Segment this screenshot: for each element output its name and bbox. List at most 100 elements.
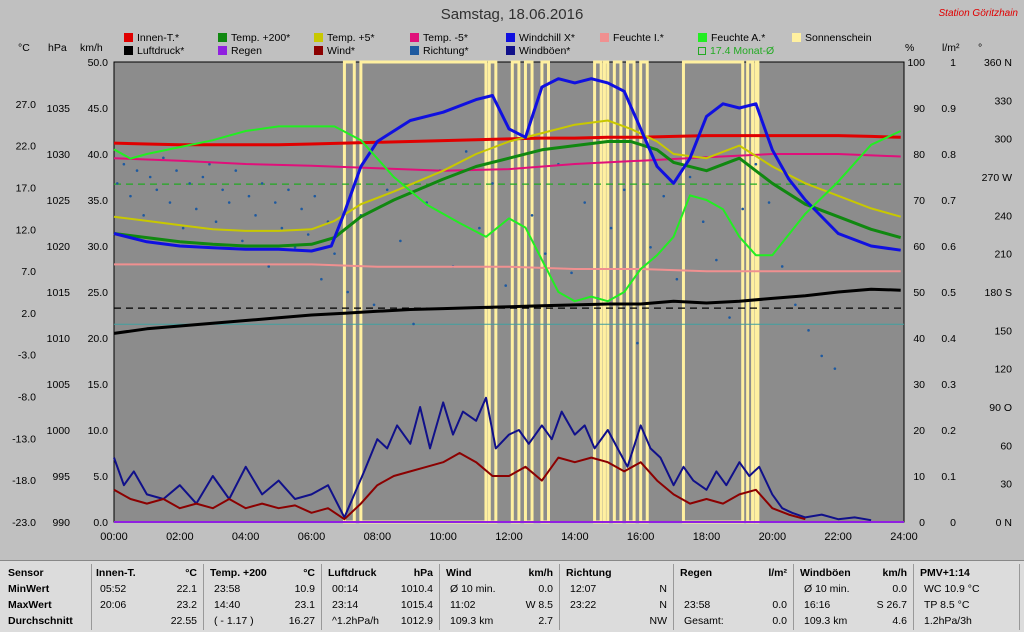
direction-point-40 — [412, 322, 415, 326]
legend: Innen-T.* Luftdruck* Temp. +200* Regen Temp.… — [0, 0, 1024, 60]
unit-rain: l/m² — [942, 42, 960, 54]
summary-cell: W 8.5 — [525, 599, 553, 611]
legend-item-4: Regen — [218, 45, 262, 57]
summary-cell: NW — [649, 615, 668, 627]
rain-tick-label: 0.9 — [941, 103, 956, 115]
temp-tick-label: 17.0 — [16, 182, 37, 194]
summary-cell: 109.3 km — [450, 615, 494, 627]
temp-tick-label: 2.0 — [21, 308, 36, 320]
legend-label: Feuchte I.* — [613, 32, 664, 44]
legend-item-13: Feuchte A.* — [698, 32, 765, 44]
x-tick-label: 16:00 — [627, 531, 655, 543]
summary-cell: 23:58 — [214, 583, 241, 595]
temp-tick-label: 12.0 — [16, 224, 37, 236]
direction-point-4 — [135, 169, 139, 172]
unit-direction: ° — [978, 42, 983, 54]
direction-point-63 — [715, 258, 718, 262]
legend-item-7: Temp. -5* — [410, 32, 468, 44]
direction-point-38 — [385, 188, 389, 192]
legend-label: Temp. +200* — [231, 32, 291, 44]
legend-swatch — [218, 46, 227, 55]
summary-cell: 23:58 — [684, 599, 711, 611]
rain-tick-label: 0.2 — [941, 425, 956, 437]
summary-cell: TP 8.5 °C — [924, 599, 970, 611]
direction-point-60 — [675, 277, 679, 281]
legend-swatch — [698, 33, 707, 42]
summary-cell: 23.2 — [176, 599, 197, 611]
summary-cell: 22.1 — [176, 583, 197, 595]
summary-cell: 0.0 — [892, 583, 907, 595]
summary-cell: l/m² — [768, 567, 787, 579]
x-tick-label: 10:00 — [429, 531, 457, 543]
plot-area — [113, 61, 905, 523]
pressure-tick-label: 1030 — [47, 149, 71, 161]
legend-item-3: Temp. +200* — [218, 32, 290, 44]
humidity-tick-label: 80 — [913, 149, 925, 161]
series-line-10 — [113, 452, 806, 521]
summary-cell: 20:06 — [100, 599, 127, 611]
summary-cell: Luftdruck — [328, 567, 377, 579]
summary-section-temp200: Temp. +200 °C 23:58 10.9 14:40 23.1 ( - 1.17 )… — [206, 564, 322, 630]
direction-point-32 — [320, 277, 323, 281]
direction-tick-label: 120 — [994, 364, 1012, 376]
rain-tick-label: 0.3 — [941, 379, 956, 391]
weather-chart: 00:00 02:00 04:00 06:00 08:00 10:00 12:00 14:00… — [12, 57, 1012, 543]
wind-tick-label: 10.0 — [88, 425, 109, 437]
summary-cell: Ø 10 min. — [450, 583, 496, 595]
direction-point-69 — [794, 303, 797, 307]
x-tick-label: 14:00 — [561, 531, 589, 543]
wind-tick-label: 40.0 — [88, 149, 109, 161]
summary-cell: ( - 1.17 ) — [214, 615, 254, 627]
summary-section-sensor: Sensor MinWert MaxWert Durchschnitt — [6, 564, 92, 630]
summary-cell: hPa — [413, 567, 433, 579]
legend-swatch — [124, 46, 133, 55]
summary-cell: 1.2hPa/3h — [924, 615, 972, 627]
direction-point-37 — [372, 303, 376, 307]
legend-item-14: Sonnenschein — [792, 32, 872, 44]
legend-swatch — [506, 46, 515, 55]
direction-point-9 — [168, 201, 172, 204]
direction-point-23 — [260, 182, 264, 185]
legend-label: Feuchte A.* — [711, 32, 766, 44]
summary-cell: N — [659, 599, 667, 611]
summary-section-boeen: Windböen km/h Ø 10 min. 0.0 16:16 S 26.7 109.3… — [796, 564, 914, 630]
legend-item-8: Richtung* — [410, 45, 469, 57]
temp-tick-label: -3.0 — [18, 350, 36, 362]
direction-point-67 — [767, 201, 771, 204]
summary-cell: Wind — [446, 567, 472, 579]
legend-label: Luftdruck* — [137, 45, 185, 57]
temp-tick-label: -8.0 — [18, 392, 36, 404]
direction-point-27 — [287, 188, 290, 192]
summary-cell: 1012.9 — [400, 615, 433, 627]
summary-cell: PMV+1:14 — [920, 567, 970, 579]
direction-point-71 — [820, 354, 824, 358]
summary-panel: Sensor MinWert MaxWert Durchschnitt Innen-T.… — [0, 560, 1024, 632]
pressure-tick-label: 1005 — [47, 379, 71, 391]
direction-point-11 — [181, 226, 185, 230]
direction-point-59 — [662, 194, 666, 198]
summary-cell: 0.0 — [772, 615, 787, 627]
legend-item-5: Temp. +5* — [314, 32, 375, 44]
legend-item-11: Feuchte I.* — [600, 32, 664, 44]
series-line-8 — [113, 125, 902, 303]
direction-point-7 — [155, 188, 159, 192]
legend-swatch — [600, 33, 609, 42]
direction-point-21 — [247, 194, 251, 198]
legend-item-2: Luftdruck* — [124, 45, 184, 57]
summary-cell: 00:14 — [332, 583, 359, 595]
direction-point-45 — [478, 226, 481, 230]
summary-cell: 23.1 — [294, 599, 315, 611]
summary-cell: 23:22 — [570, 599, 597, 611]
summary-cell: °C — [303, 567, 315, 579]
summary-cell: 2.7 — [538, 615, 553, 627]
direction-tick-label: 330 — [994, 95, 1012, 107]
summary-cell: 10.9 — [294, 583, 315, 595]
summary-cell: Ø 10 min. — [804, 583, 850, 595]
summary-section-innen: Innen-T. °C 05:52 22.1 20:06 23.2 22.55 — [92, 564, 204, 630]
summary-cell: Gesamt: — [684, 615, 724, 627]
sunshine-block-14 — [754, 60, 760, 524]
pressure-tick-label: 1000 — [47, 425, 71, 437]
pressure-tick-label: 1035 — [47, 103, 71, 115]
summary-cell: 12:07 — [570, 583, 597, 595]
direction-point-31 — [313, 194, 317, 198]
